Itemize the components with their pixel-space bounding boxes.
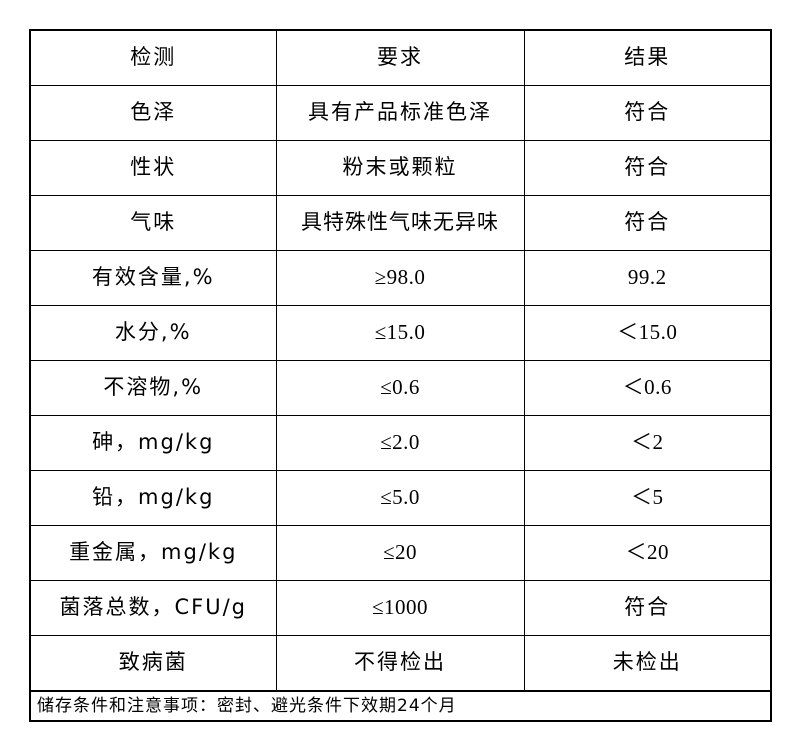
cell-result: 符合 [523, 85, 772, 141]
cell-item: 水分,% [29, 305, 277, 361]
cell-requirement: 具有产品标准色泽 [275, 85, 525, 141]
column-header-result: 结果 [523, 29, 772, 86]
cell-item: 菌落总数，CFU/g [29, 580, 277, 636]
cell-item: 重金属，mg/kg [29, 525, 277, 581]
cell-result: 符合 [523, 140, 772, 196]
cell-requirement: ≤20 [275, 525, 525, 581]
cell-item: 致病菌 [29, 635, 277, 692]
cell-result: ＜0.6 [523, 360, 772, 416]
cell-requirement: ≥98.0 [275, 250, 525, 306]
cell-result: 符合 [523, 580, 772, 636]
table-row: 砷，mg/kg ≤2.0 ＜2 [29, 415, 772, 471]
table-row: 有效含量,% ≥98.0 99.2 [29, 250, 772, 306]
table-header-row: 检测 要求 结果 [29, 29, 772, 86]
cell-requirement: ≤1000 [275, 580, 525, 636]
cell-requirement: 粉末或颗粒 [275, 140, 525, 196]
cell-requirement: ≤2.0 [275, 415, 525, 471]
cell-requirement: 具特殊性气味无异味 [275, 195, 525, 251]
specification-table: 检测 要求 结果 色泽 具有产品标准色泽 符合 性状 粉末或颗粒 符合 气味 具… [29, 29, 772, 722]
cell-item: 有效含量,% [29, 250, 277, 306]
table-row: 水分,% ≤15.0 ＜15.0 [29, 305, 772, 361]
cell-result: ＜2 [523, 415, 772, 471]
table-footer-row: 储存条件和注意事项：密封、避光条件下效期24个月 [29, 690, 772, 722]
cell-requirement: ≤15.0 [275, 305, 525, 361]
table-row: 致病菌 不得检出 未检出 [29, 635, 772, 692]
cell-requirement: ≤0.6 [275, 360, 525, 416]
table-row: 色泽 具有产品标准色泽 符合 [29, 85, 772, 141]
cell-item: 气味 [29, 195, 277, 251]
table-row: 菌落总数，CFU/g ≤1000 符合 [29, 580, 772, 636]
cell-requirement: ≤5.0 [275, 470, 525, 526]
cell-item: 性状 [29, 140, 277, 196]
cell-result: ＜5 [523, 470, 772, 526]
cell-result: 符合 [523, 195, 772, 251]
table-row: 性状 粉末或颗粒 符合 [29, 140, 772, 196]
table-row: 不溶物,% ≤0.6 ＜0.6 [29, 360, 772, 416]
column-header-item: 检测 [29, 29, 277, 86]
cell-item: 不溶物,% [29, 360, 277, 416]
cell-result: 未检出 [523, 635, 772, 692]
cell-result: 99.2 [523, 250, 772, 306]
cell-item: 铅，mg/kg [29, 470, 277, 526]
cell-requirement: 不得检出 [275, 635, 525, 692]
table-row: 重金属，mg/kg ≤20 ＜20 [29, 525, 772, 581]
table-row: 气味 具特殊性气味无异味 符合 [29, 195, 772, 251]
cell-result: ＜15.0 [523, 305, 772, 361]
spec-table-container: 检测 要求 结果 色泽 具有产品标准色泽 符合 性状 粉末或颗粒 符合 气味 具… [29, 29, 772, 722]
column-header-requirement: 要求 [275, 29, 525, 86]
cell-item: 色泽 [29, 85, 277, 141]
storage-note: 储存条件和注意事项：密封、避光条件下效期24个月 [29, 690, 772, 722]
cell-result: ＜20 [523, 525, 772, 581]
cell-item: 砷，mg/kg [29, 415, 277, 471]
table-row: 铅，mg/kg ≤5.0 ＜5 [29, 470, 772, 526]
